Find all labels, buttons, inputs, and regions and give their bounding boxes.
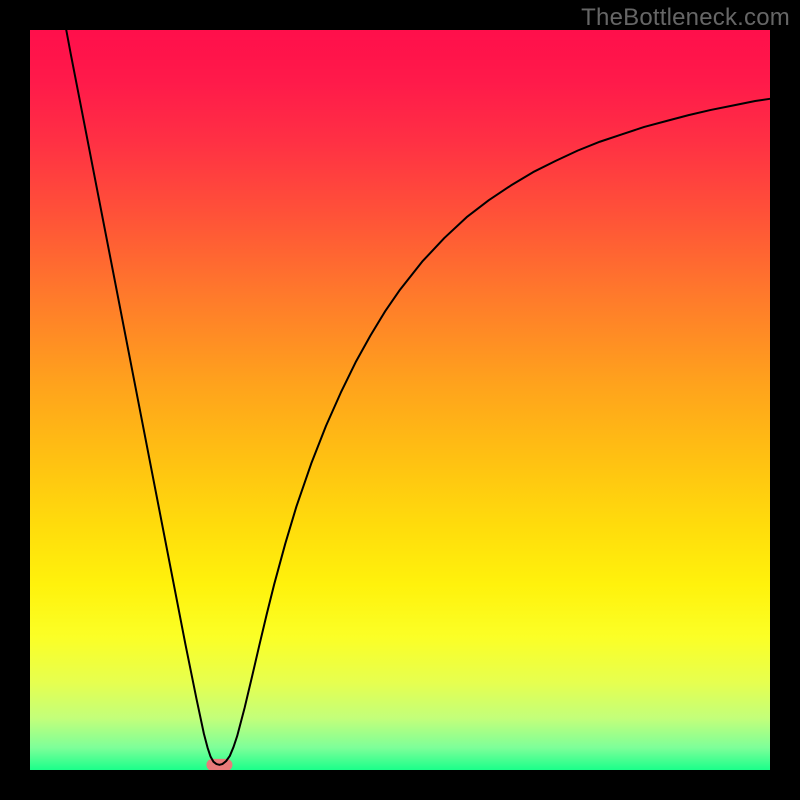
plot-background	[30, 30, 770, 770]
watermark: TheBottleneck.com	[581, 4, 790, 32]
chart-wrapper: TheBottleneck.com	[0, 0, 800, 800]
chart-svg	[0, 0, 800, 800]
